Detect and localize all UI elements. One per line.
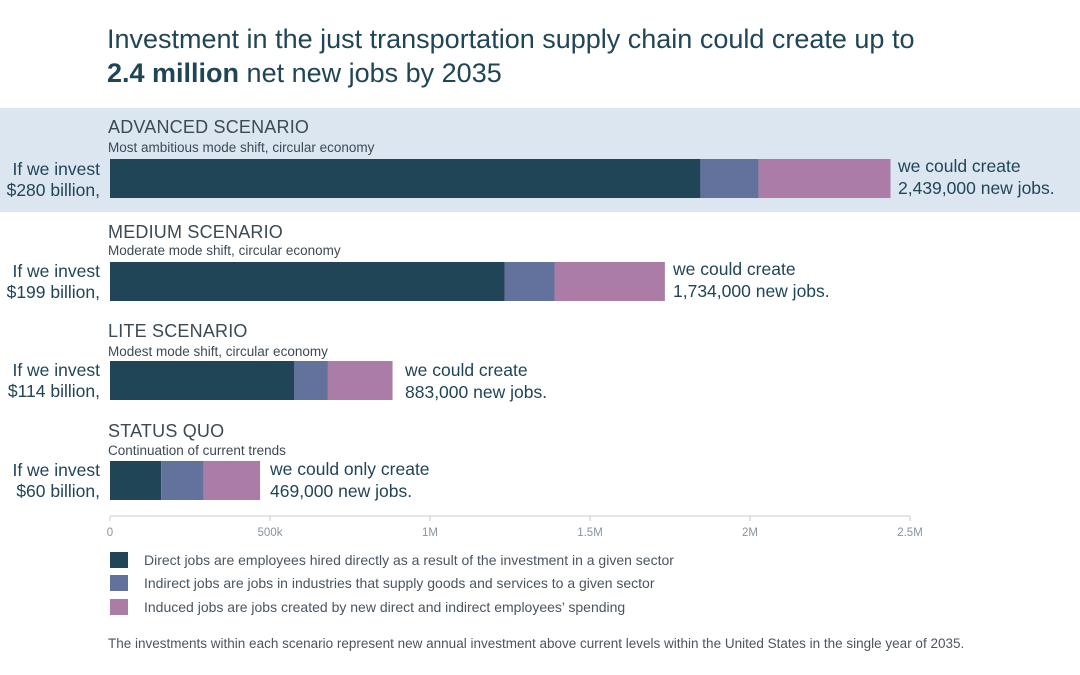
scenario-name-status-quo: STATUS QUO — [108, 421, 225, 441]
invest-label-advanced: If we invest $280 billion, — [7, 159, 100, 201]
result-line2: 1,734,000 new jobs. — [673, 281, 830, 301]
legend-item-indirect: Indirect jobs are jobs in industries tha… — [110, 574, 655, 592]
result-line1: we could create — [898, 156, 1021, 176]
result-line2: 883,000 new jobs. — [405, 382, 548, 402]
title-bold: 2.4 million — [107, 58, 240, 88]
legend-label-induced: Induced jobs are jobs created by new dir… — [144, 599, 626, 615]
result-line1: we could create — [405, 360, 528, 380]
result-label-medium: we could create 1,734,000 new jobs. — [673, 258, 830, 302]
x-tick-label: 500k — [258, 527, 283, 539]
scenario-subtitle-lite: Modest mode shift, circular economy — [108, 344, 328, 359]
scenario-subtitle-status-quo: Continuation of current trends — [108, 443, 286, 458]
invest-line1: If we invest — [12, 360, 100, 380]
bar-induced-1 — [554, 262, 665, 301]
stacked-bar-chart: 0 500k 1M 1.5M 2M 2.5M — [107, 159, 923, 539]
invest-line2: $280 billion, — [6, 180, 100, 200]
x-tick-label: 0 — [107, 527, 113, 539]
invest-label-medium: If we invest $199 billion, — [7, 261, 100, 303]
bar-direct-0 — [110, 159, 701, 198]
bar-induced-3 — [203, 461, 261, 500]
invest-line2: $199 billion, — [6, 282, 100, 302]
x-tick-label: 2M — [742, 527, 758, 539]
invest-line2: $60 billion, — [16, 481, 100, 501]
scenario-subtitle-medium: Moderate mode shift, circular economy — [108, 243, 341, 258]
invest-label-status-quo: If we invest $60 billion, — [12, 460, 100, 502]
bar-direct-2 — [110, 361, 294, 400]
bar-direct-1 — [110, 262, 505, 301]
result-line2: 2,439,000 new jobs. — [898, 178, 1055, 198]
bar-direct-3 — [110, 461, 162, 500]
title-line-2: 2.4 million net new jobs by 2035 — [107, 56, 914, 90]
legend-label-indirect: Indirect jobs are jobs in industries tha… — [144, 575, 655, 591]
title-rest: net new jobs by 2035 — [239, 58, 502, 88]
invest-line1: If we invest — [12, 159, 100, 179]
title-line-1: Investment in the just transportation su… — [107, 24, 915, 54]
scenario-subtitle-advanced: Most ambitious mode shift, circular econ… — [108, 140, 375, 155]
legend-item-induced: Induced jobs are jobs created by new dir… — [110, 598, 625, 616]
scenario-name-lite: LITE SCENARIO — [108, 321, 248, 341]
scenario-name-medium: MEDIUM SCENARIO — [108, 222, 284, 242]
bar-indirect-1 — [504, 262, 555, 301]
result-label-advanced: we could create 2,439,000 new jobs. — [898, 155, 1055, 199]
footnote: The investments within each scenario rep… — [108, 636, 965, 651]
legend-swatch-indirect — [110, 575, 128, 591]
result-line2: 469,000 new jobs. — [270, 481, 413, 501]
bar-induced-2 — [327, 361, 393, 400]
legend-swatch-induced — [110, 599, 128, 615]
result-line1: we could only create — [270, 459, 430, 479]
result-label-lite: we could create 883,000 new jobs. — [405, 359, 547, 403]
bar-indirect-3 — [161, 461, 204, 500]
chart-title: Investment in the just transportation su… — [107, 22, 914, 90]
result-label-status-quo: we could only create 469,000 new jobs. — [270, 458, 430, 502]
bar-indirect-2 — [294, 361, 328, 400]
x-tick-label: 1.5M — [577, 527, 603, 539]
invest-line1: If we invest — [12, 261, 100, 281]
bar-indirect-0 — [700, 159, 759, 198]
legend-label-direct: Direct jobs are employees hired directly… — [144, 552, 674, 568]
legend-item-direct: Direct jobs are employees hired directly… — [110, 551, 674, 569]
invest-line1: If we invest — [12, 460, 100, 480]
bar-induced-0 — [758, 159, 891, 198]
invest-label-lite: If we invest $114 billion, — [8, 360, 100, 402]
result-line1: we could create — [673, 259, 796, 279]
legend-swatch-direct — [110, 552, 128, 568]
x-tick-label: 2.5M — [897, 527, 923, 539]
x-tick-label: 1M — [422, 527, 438, 539]
scenario-name-advanced: ADVANCED SCENARIO — [108, 117, 310, 137]
invest-line2: $114 billion, — [7, 381, 100, 401]
